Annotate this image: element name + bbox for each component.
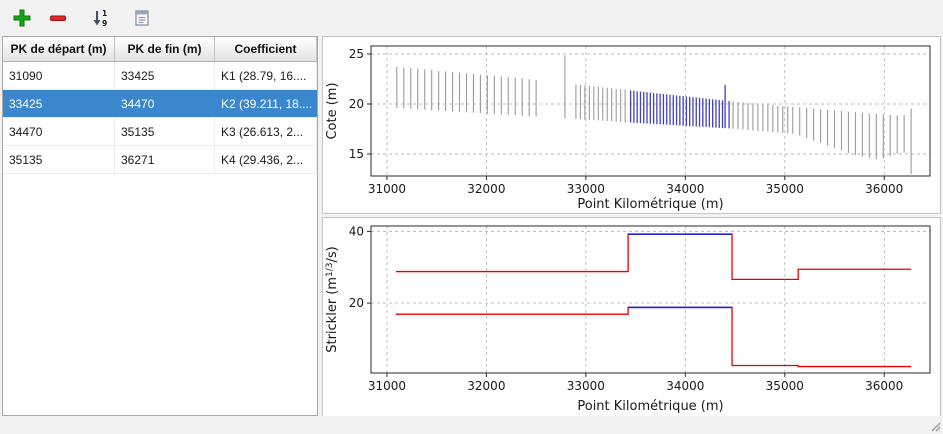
svg-text:35000: 35000 [766,379,804,393]
svg-text:20: 20 [349,296,364,310]
cote-profile-chart: 31000 32000 33000 34000 35000 36000 15 20 25 Poin… [322,36,941,214]
svg-text:Strickler (m1/3/s): Strickler (m1/3/s) [325,246,340,353]
svg-text:36000: 36000 [865,379,903,393]
svg-text:Cote (m): Cote (m) [325,82,340,139]
column-header-coefficient[interactable]: Coefficient [215,37,317,61]
cell-pk-end: 34470 [115,90,215,117]
svg-text:33000: 33000 [567,182,605,196]
resize-grip-icon[interactable] [927,418,941,432]
svg-text:32000: 32000 [467,379,505,393]
table-row[interactable]: 31090 33425 K1 (28.79, 16.... [3,62,317,90]
add-button[interactable] [8,4,36,32]
column-header-pk-fin[interactable]: PK de fin (m) [115,37,215,61]
sort-ascending-icon: 1 9 [93,9,107,28]
svg-text:32000: 32000 [467,182,505,196]
svg-text:36000: 36000 [865,182,903,196]
cell-pk-start: 35135 [3,146,115,173]
svg-text:35000: 35000 [766,182,804,196]
cote-chart-canvas: 31000 32000 33000 34000 35000 36000 15 20 25 Poin… [325,45,931,212]
table-row[interactable]: 34470 35135 K3 (26.613, 2... [3,118,317,146]
minus-icon [50,15,66,21]
status-bar [0,416,943,434]
table-row[interactable]: 35135 36271 K4 (29.436, 2... [3,146,317,174]
table-header: PK de départ (m) PK de fin (m) Coefficie… [3,37,317,62]
cell-pk-start: 31090 [3,62,115,89]
svg-text:Point Kilométrique (m): Point Kilométrique (m) [577,399,723,414]
toolbar: 1 9 [0,0,943,36]
strickler-chart-canvas: 31000 32000 33000 34000 35000 36000 20 40 Point … [325,224,931,414]
cell-coefficient: K1 (28.79, 16.... [215,62,317,89]
report-icon [135,10,149,26]
column-header-pk-depart[interactable]: PK de départ (m) [3,37,115,61]
svg-text:33000: 33000 [567,379,605,393]
table-empty-area [3,174,317,415]
cell-pk-start: 33425 [3,90,115,117]
table-row-selected[interactable]: 33425 34470 K2 (39.211, 18.... [3,90,317,118]
svg-text:31000: 31000 [368,182,406,196]
charts-panel: 31000 32000 33000 34000 35000 36000 15 20 25 Poin… [322,36,941,421]
report-button[interactable] [128,4,156,32]
strickler-chart: 31000 32000 33000 34000 35000 36000 20 40 Point … [322,217,941,421]
cell-coefficient: K3 (26.613, 2... [215,118,317,145]
cell-pk-end: 33425 [115,62,215,89]
svg-text:40: 40 [349,224,364,238]
svg-text:34000: 34000 [666,182,704,196]
cell-pk-end: 36271 [115,146,215,173]
svg-text:31000: 31000 [368,379,406,393]
sort-button[interactable]: 1 9 [86,4,114,32]
svg-text:Point Kilométrique (m): Point Kilométrique (m) [577,197,723,212]
cell-coefficient: K2 (39.211, 18.... [215,90,317,117]
main-area: PK de départ (m) PK de fin (m) Coefficie… [0,36,943,421]
svg-text:9: 9 [102,19,107,28]
svg-text:1: 1 [102,9,107,18]
cell-coefficient: K4 (29.436, 2... [215,146,317,173]
svg-text:20: 20 [349,97,364,111]
svg-text:15: 15 [349,147,364,161]
cell-pk-end: 35135 [115,118,215,145]
svg-text:25: 25 [349,47,364,61]
svg-text:34000: 34000 [666,379,704,393]
plus-icon [13,9,31,27]
coefficients-table: PK de départ (m) PK de fin (m) Coefficie… [2,36,318,416]
remove-button[interactable] [44,4,72,32]
cell-pk-start: 34470 [3,118,115,145]
